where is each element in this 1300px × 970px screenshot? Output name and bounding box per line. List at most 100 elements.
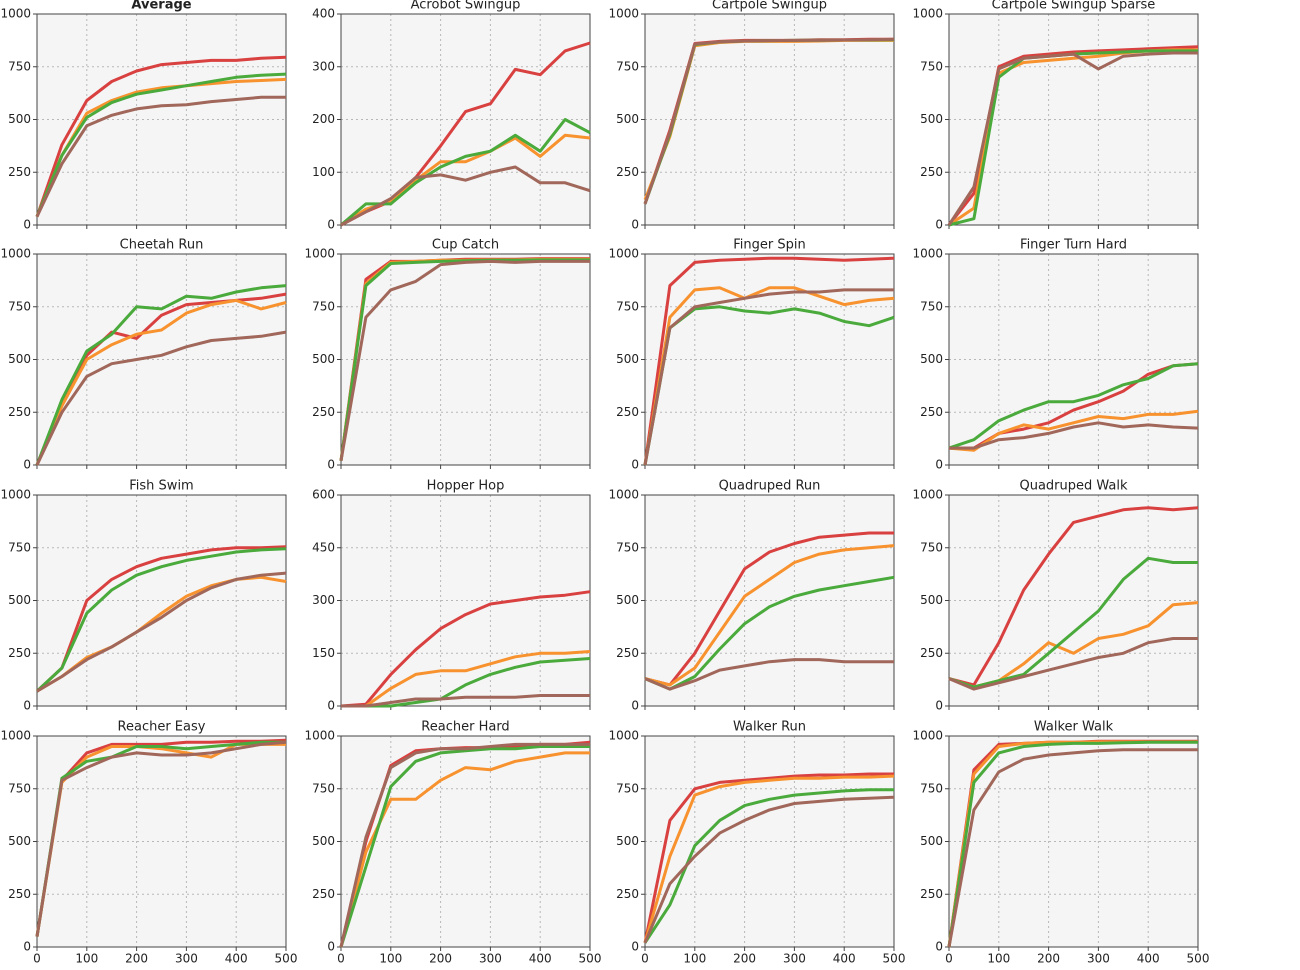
y-tick-label: 250 — [920, 405, 943, 419]
subplot: 0 250 500 750 1000 0 100 200 300 400 500 Reacher Ha… — [304, 720, 601, 966]
y-tick-label: 1000 — [0, 7, 31, 21]
y-tick-label: 1000 — [608, 7, 639, 21]
line-series — [35, 72, 287, 218]
line-series — [948, 506, 1199, 687]
line-series — [35, 284, 287, 466]
y-tick-label: 250 — [920, 165, 943, 179]
y-tick-label: 250 — [616, 165, 639, 179]
y-tick-label: 250 — [8, 887, 31, 901]
y-tick-label: 750 — [8, 540, 31, 554]
x-tick-label: 300 — [1087, 952, 1110, 966]
x-tick-label: 0 — [337, 952, 345, 966]
subplot: 0 250 500 750 1000 0 100 200 300 400 500 Walker Run — [608, 720, 905, 966]
line-series — [341, 650, 591, 708]
subplot-title: Reacher Easy — [118, 720, 206, 735]
plot-border — [340, 253, 591, 466]
subplot-title: Finger Turn Hard — [1020, 238, 1127, 253]
x-tick-label: 400 — [1137, 952, 1160, 966]
subplot: 0 250 500 750 1000 Finger Turn Hard — [912, 238, 1199, 472]
subplot-title: Finger Spin — [733, 238, 805, 253]
subplot-title: Walker Run — [733, 720, 806, 735]
x-tick-label: 500 — [1187, 952, 1210, 966]
line-series — [948, 637, 1198, 691]
x-tick-label: 100 — [75, 952, 98, 966]
plot-border — [948, 735, 1199, 948]
plot-border — [948, 253, 1199, 466]
subplot-title: Cartpole Swingup Sparse — [992, 0, 1156, 13]
subplot: 0 250 500 750 1000 Cartpole Swingup Sparse — [912, 0, 1199, 232]
y-tick-label: 750 — [616, 299, 639, 313]
plot-border — [36, 494, 287, 707]
line-series — [948, 362, 1199, 450]
subplot: 0 250 500 750 1000 Quadruped Walk — [912, 479, 1199, 713]
y-tick-label: 600 — [312, 488, 335, 502]
line-series — [35, 330, 287, 466]
y-tick-label: 400 — [312, 7, 335, 21]
y-tick-label: 750 — [312, 299, 335, 313]
y-tick-label: 250 — [616, 405, 639, 419]
line-series — [947, 740, 1198, 948]
subplot: 0 250 500 750 1000 0 100 200 300 400 500 Reacher Ea… — [0, 720, 297, 966]
y-tick-label: 500 — [8, 834, 31, 848]
line-series — [35, 298, 287, 466]
line-series — [947, 51, 1198, 226]
y-tick-label: 750 — [920, 59, 943, 73]
y-tick-label: 500 — [8, 112, 31, 126]
line-series — [644, 658, 894, 691]
y-tick-label: 1000 — [608, 247, 639, 261]
y-tick-label: 0 — [935, 458, 943, 472]
y-tick-label: 0 — [327, 940, 335, 954]
plot-border — [644, 253, 895, 466]
x-tick-label: 400 — [529, 952, 552, 966]
y-tick-label: 500 — [920, 112, 943, 126]
plot-border — [36, 13, 287, 226]
x-tick-label: 500 — [883, 952, 906, 966]
y-tick-label: 750 — [616, 59, 639, 73]
y-tick-label: 500 — [616, 352, 639, 366]
y-tick-label: 750 — [312, 781, 335, 795]
y-tick-label: 750 — [920, 540, 943, 554]
line-series — [35, 95, 286, 218]
y-tick-label: 1000 — [912, 247, 943, 261]
y-tick-label: 250 — [920, 646, 943, 660]
x-tick-label: 100 — [683, 952, 706, 966]
y-tick-label: 500 — [616, 593, 639, 607]
y-tick-label: 750 — [8, 299, 31, 313]
line-series — [643, 795, 895, 944]
y-tick-label: 1000 — [912, 7, 943, 21]
line-series — [35, 55, 287, 218]
y-tick-label: 0 — [23, 458, 31, 472]
y-tick-label: 100 — [312, 165, 335, 179]
subplot: 0 100 200 300 400 Acrobot Swingup — [312, 0, 591, 232]
plot-border — [340, 13, 591, 226]
subplot: 0 250 500 750 1000 Finger Spin — [608, 238, 895, 472]
x-tick-label: 500 — [579, 952, 602, 966]
line-series — [35, 77, 287, 218]
y-tick-label: 0 — [327, 699, 335, 713]
y-tick-label: 250 — [616, 887, 639, 901]
y-tick-label: 0 — [935, 218, 943, 232]
y-tick-label: 500 — [8, 352, 31, 366]
x-tick-label: 400 — [833, 952, 856, 966]
y-tick-label: 1000 — [0, 729, 31, 743]
y-tick-label: 1000 — [304, 729, 335, 743]
y-tick-label: 500 — [920, 352, 943, 366]
y-tick-label: 0 — [327, 458, 335, 472]
subplot-title: Hopper Hop — [427, 479, 505, 494]
y-tick-label: 1000 — [608, 729, 639, 743]
line-series — [341, 694, 590, 708]
subplot-title: Cheetah Run — [120, 238, 204, 253]
y-tick-label: 750 — [8, 781, 31, 795]
y-tick-label: 1000 — [912, 488, 943, 502]
line-series — [340, 165, 591, 227]
y-tick-label: 0 — [23, 699, 31, 713]
plot-border — [340, 494, 591, 707]
y-tick-label: 300 — [312, 593, 335, 607]
subplot-title: Quadruped Run — [719, 479, 821, 494]
y-tick-label: 250 — [8, 165, 31, 179]
line-series — [947, 748, 1198, 948]
x-tick-label: 100 — [379, 952, 402, 966]
y-tick-label: 500 — [312, 834, 335, 848]
y-tick-label: 0 — [631, 218, 639, 232]
line-series — [35, 547, 287, 693]
